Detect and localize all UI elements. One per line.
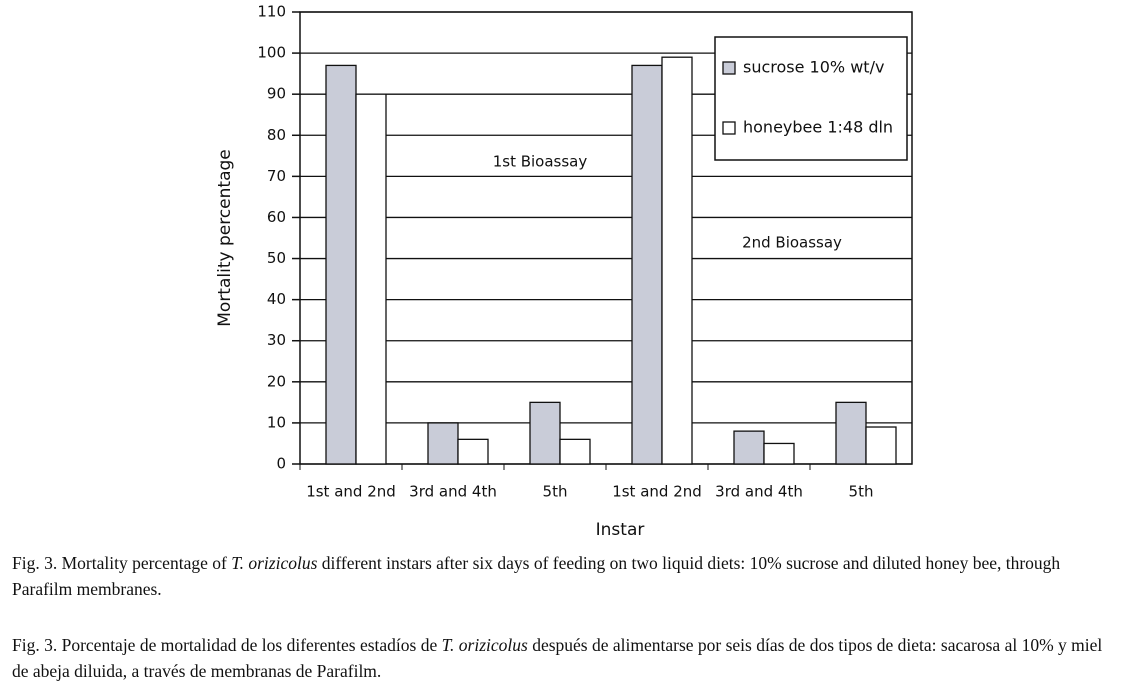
y-tick-label: 90 [267,85,286,103]
y-tick-label: 20 [267,372,286,390]
x-axis-label: Instar [596,520,645,540]
y-tick-label: 30 [267,331,286,349]
bar [835,401,867,465]
x-tick-label: 1st and 2nd [306,483,396,501]
legend-swatch [722,61,736,75]
y-tick-label: 60 [267,208,286,226]
y-axis-label: Mortality percentage [215,149,235,327]
legend-box [714,36,908,161]
bar [763,442,795,465]
legend-label: sucrose 10% wt/v [743,58,884,77]
caption-species: T. orizicolus [231,553,318,573]
y-tick-label: 0 [276,455,286,473]
y-tick-label: 80 [267,126,286,144]
bar [457,438,489,465]
bar [631,64,663,465]
legend-label: honeybee 1:48 dln [743,118,893,137]
caption-text: different instars after six days of feed… [12,553,1061,599]
chart: Mortality percentage Instar 1st Bioassay… [215,3,913,540]
caption-species: T. orizicolus [441,635,528,655]
caption: Fig. 3. Porcentaje de mortalidad de los … [12,632,1122,684]
annotation: 2nd Bioassay [742,234,842,252]
y-tick-label: 10 [267,413,286,431]
bar [865,426,897,465]
y-tick-label: 110 [257,3,286,21]
legend-swatch [722,121,736,135]
caption-text: Fig. 3. Porcentaje de mortalidad de los … [12,635,442,655]
caption-text: Fig. 3. Mortality percentage of [12,553,232,573]
y-tick-label: 50 [267,249,286,267]
caption: Fig. 3. Mortality percentage of T. orizi… [12,550,1122,602]
x-tick-label: 5th [849,483,874,501]
y-tick-label: 40 [267,290,286,308]
caption-text: después de alimentarse por seis días de … [12,635,1103,681]
bar [427,422,459,465]
bar [355,93,387,465]
y-tick-label: 70 [267,167,286,185]
bar [559,438,591,465]
x-tick-label: 3rd and 4th [715,483,803,501]
bar [661,56,693,465]
x-tick-label: 3rd and 4th [409,483,497,501]
y-tick-label: 100 [257,44,286,62]
bar [325,64,357,465]
annotation: 1st Bioassay [493,153,588,171]
bar [529,401,561,465]
x-tick-label: 1st and 2nd [612,483,702,501]
bar [733,430,765,465]
x-tick-label: 5th [543,483,568,501]
